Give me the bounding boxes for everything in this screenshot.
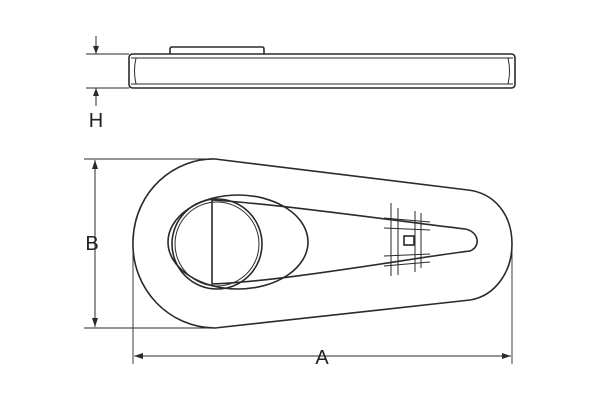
lens-shadow-ring: [167, 194, 309, 290]
side-view-right-cap: [507, 57, 510, 85]
rib-mark-lower-2: [383, 261, 431, 267]
side-view-body: [128, 53, 516, 89]
side-view-left-cap: [134, 57, 137, 85]
plan-view-outer-body: [132, 158, 513, 329]
b-arrowhead-top: [92, 160, 98, 169]
rib-mark-lower-1: [383, 253, 431, 257]
b-arrowhead-bottom: [92, 318, 98, 327]
slot-square: [403, 235, 415, 246]
b-dimension-label: B: [85, 233, 98, 255]
h-arrowhead-bottom: [93, 88, 99, 96]
lens-inner-circle: [174, 201, 260, 287]
h-dimension-label: H: [89, 110, 103, 132]
plan-view: B A: [84, 158, 513, 369]
a-dimension-label: A: [315, 347, 329, 369]
a-arrowhead-right: [502, 353, 511, 359]
rib-mark-upper-1: [383, 217, 431, 223]
lens-circle: [171, 198, 263, 290]
side-view: H: [86, 36, 516, 132]
side-view-top-boss: [169, 46, 265, 54]
h-arrowhead-top: [93, 46, 99, 54]
rib-mark-upper-2: [383, 227, 431, 231]
a-arrowhead-left: [134, 353, 143, 359]
plan-view-inner-face: [211, 199, 478, 285]
